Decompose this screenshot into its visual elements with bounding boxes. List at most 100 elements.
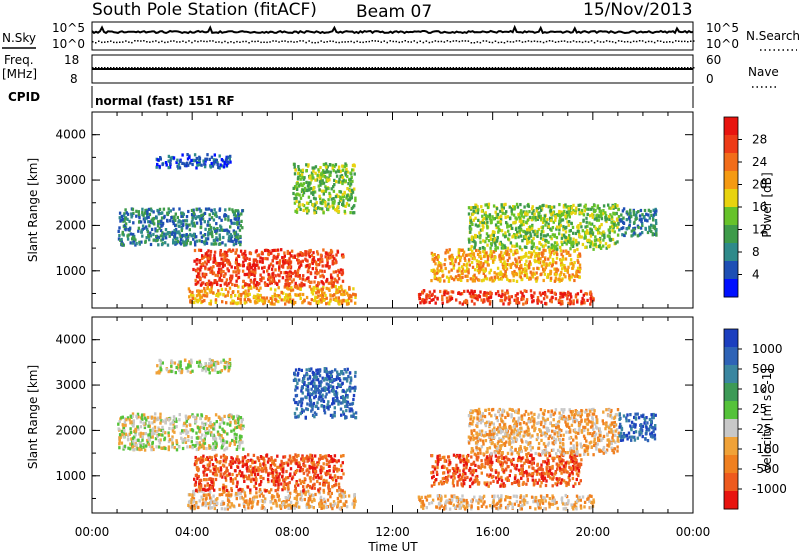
echo-cell [243, 301, 247, 305]
echo-cell [144, 240, 147, 244]
echo-cell [243, 252, 246, 256]
echo-cell [219, 270, 223, 274]
nsearch-point [500, 41, 503, 43]
echo-cell [476, 205, 479, 209]
echo-cell [639, 226, 643, 230]
echo-cell [234, 214, 237, 218]
echo-cell [325, 472, 328, 476]
echo-cell [193, 259, 196, 263]
echo-cell [280, 465, 284, 469]
echo-cell [318, 487, 322, 491]
nave-point [443, 67, 446, 69]
echo-cell [285, 299, 288, 303]
echo-cell [253, 460, 256, 464]
echo-cell [220, 273, 223, 278]
echo-cell [290, 506, 293, 510]
echo-cell [470, 260, 474, 265]
echo-cell [262, 494, 265, 498]
echo-cell [586, 228, 589, 233]
echo-cell [532, 299, 535, 303]
echo-cell [261, 257, 264, 261]
nave-point [92, 67, 94, 69]
nsearch-point [687, 41, 689, 43]
echo-cell [326, 462, 329, 466]
echo-cell [519, 211, 522, 215]
echo-cell [574, 293, 578, 297]
echo-cell [496, 238, 499, 242]
echo-cell [510, 209, 513, 213]
echo-cell [203, 162, 206, 166]
echo-cell [319, 468, 322, 472]
echo-cell [302, 491, 306, 495]
echo-cell [589, 234, 593, 238]
echo-cell [340, 468, 344, 472]
echo-cell [273, 294, 277, 298]
echo-cell [516, 262, 519, 266]
echo-cell [490, 276, 493, 280]
echo-cell [644, 226, 647, 230]
echo-cell [271, 497, 274, 501]
echo-cell [331, 204, 334, 208]
echo-cell [633, 226, 637, 230]
echo-cell [565, 249, 568, 253]
echo-cell [477, 260, 480, 264]
echo-cell [339, 499, 342, 503]
nave-point [233, 67, 235, 69]
nave-point [488, 67, 491, 69]
echo-cell [474, 241, 477, 245]
echo-cell [343, 503, 346, 507]
echo-cell [460, 248, 463, 252]
echo-cell [311, 267, 314, 271]
echo-cell [301, 455, 304, 459]
colorbar-swatch [724, 207, 738, 226]
echo-cell [313, 190, 317, 194]
echo-cell [591, 232, 594, 236]
echo-cell [319, 269, 322, 273]
echo-cell [328, 475, 332, 479]
echo-cell [542, 259, 546, 264]
echo-cell [354, 499, 357, 503]
echo-cell [332, 169, 335, 173]
echo-cell [625, 218, 628, 222]
echo-cell [332, 281, 335, 285]
echo-cell [514, 220, 517, 224]
echo-cell [339, 476, 342, 480]
echo-cell [317, 476, 321, 480]
echo-cell [213, 208, 216, 212]
echo-cell [580, 300, 583, 304]
echo-cell [475, 203, 478, 207]
echo-cell [192, 490, 195, 494]
echo-cell [226, 503, 230, 507]
nsearch-point [599, 41, 602, 43]
echo-cell [206, 153, 209, 157]
echo-cell [233, 232, 237, 236]
echo-cell [542, 278, 545, 283]
echo-cell [208, 302, 211, 306]
echo-cell [504, 265, 507, 269]
echo-cell [266, 283, 270, 287]
echo-cell [525, 289, 528, 293]
echo-cell [329, 495, 332, 499]
echo-cell [490, 220, 493, 224]
echo-cell [238, 469, 242, 473]
echo-cell [567, 265, 570, 269]
echo-cell [304, 257, 307, 261]
echo-cell [177, 230, 180, 234]
echo-cell [547, 289, 550, 293]
echo-cell [204, 252, 207, 256]
echo-cell [327, 186, 330, 191]
echo-cell [256, 293, 259, 297]
echo-cell [470, 235, 474, 239]
echo-cell [507, 237, 510, 241]
echo-cell [539, 236, 543, 240]
echo-cell [196, 489, 199, 494]
echo-cell [325, 251, 328, 255]
echo-cell [126, 212, 130, 216]
echo-cell [598, 224, 602, 229]
echo-cell [529, 262, 532, 266]
echo-cell [292, 278, 295, 282]
echo-cell [571, 225, 575, 229]
echo-cell [214, 211, 218, 215]
echo-cell [641, 231, 644, 235]
